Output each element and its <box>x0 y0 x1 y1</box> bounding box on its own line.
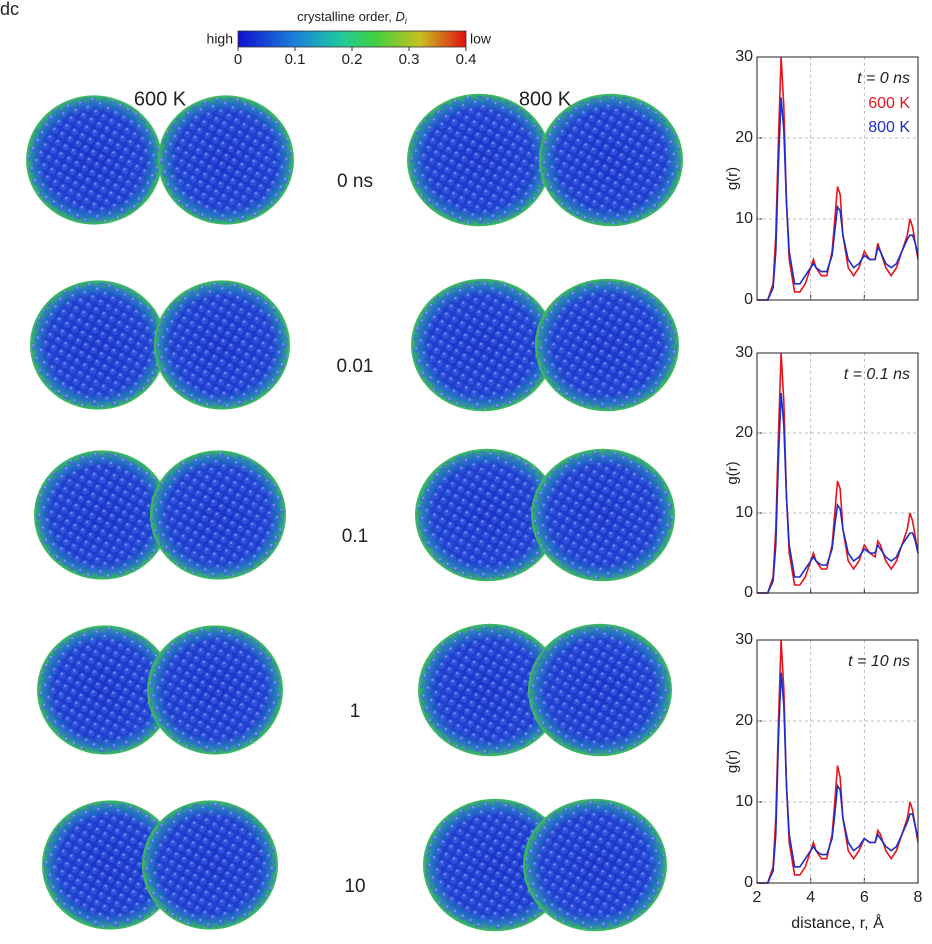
colorbar-tick-label: 0.3 <box>399 51 420 68</box>
time-label: 0 ns <box>337 171 373 192</box>
column-header: 800 K <box>519 88 572 110</box>
colorbar-tick-label: 0.2 <box>342 51 363 68</box>
nanoparticle-texture <box>149 627 281 753</box>
y-tick-label: 10 <box>735 504 753 521</box>
nanoparticle-texture <box>44 802 176 928</box>
time-label: 0.01 <box>337 356 374 377</box>
legend-entry: 800 K <box>868 119 910 136</box>
nanoparticle-pair <box>37 625 283 755</box>
colorbar-low: low <box>470 31 492 47</box>
annotation: t = 0 ns <box>857 70 910 87</box>
y-tick-label: 0 <box>744 291 753 308</box>
nanoparticle-texture <box>28 97 160 223</box>
nanoparticle-pair <box>34 450 286 580</box>
nanoparticle-texture <box>425 800 565 930</box>
nanoparticle-texture <box>533 450 673 580</box>
colorbar <box>237 30 467 48</box>
time-label: 0.1 <box>342 526 368 547</box>
colorbar-title: crystalline order, Di <box>297 9 408 26</box>
nanoparticle-pair <box>407 93 683 227</box>
y-tick-label: 0 <box>744 584 753 601</box>
series-line <box>757 672 919 884</box>
nanoparticle-texture <box>417 450 557 580</box>
nanoparticle-texture <box>413 280 553 410</box>
nanoparticle-texture <box>152 452 284 578</box>
y-tick-label: 30 <box>735 631 753 648</box>
nanoparticle-texture <box>144 802 276 928</box>
panel-label: dc <box>0 0 19 19</box>
nanoparticle-texture <box>160 97 292 223</box>
nanoparticle-texture <box>420 625 560 755</box>
nanoparticle-texture <box>541 95 681 225</box>
x-tick-label: 6 <box>860 889 869 906</box>
nanoparticle-pair <box>30 280 290 410</box>
y-tick-label: 20 <box>735 424 753 441</box>
y-axis-label: g(r) <box>724 167 741 190</box>
nanoparticle-pair <box>415 448 675 582</box>
series-line <box>757 56 919 301</box>
series-line <box>757 392 919 594</box>
nanoparticle-pair <box>42 800 278 930</box>
y-tick-label: 20 <box>735 129 753 146</box>
colorbar-tick-label: 0.1 <box>285 51 306 68</box>
nanoparticle-texture <box>409 95 549 225</box>
annotation: t = 0.1 ns <box>844 366 910 383</box>
y-tick-label: 30 <box>735 344 753 361</box>
colorbar-tick-label: 0.4 <box>456 51 477 68</box>
nanoparticle-texture <box>36 452 168 578</box>
column-header: 600 K <box>134 88 187 110</box>
annotation: t = 10 ns <box>848 653 910 670</box>
y-axis-label: g(r) <box>724 750 741 773</box>
plot-frame <box>756 352 919 594</box>
nanoparticle-texture <box>156 282 288 408</box>
nanoparticle-texture <box>530 625 670 755</box>
plot-frame <box>756 56 919 301</box>
colorbar-tick-label: 0 <box>234 51 242 68</box>
plot-frame <box>756 639 919 884</box>
y-tick-label: 10 <box>735 210 753 227</box>
y-tick-label: 20 <box>735 712 753 729</box>
x-tick-label: 4 <box>806 889 815 906</box>
y-tick-label: 30 <box>735 48 753 65</box>
x-tick-label: 2 <box>753 889 762 906</box>
time-label: 1 <box>350 701 361 722</box>
colorbar-high: high <box>207 31 233 47</box>
series-line <box>757 97 919 301</box>
nanoparticle-pair <box>411 278 679 412</box>
nanoparticle-texture <box>39 627 171 753</box>
nanoparticle-texture <box>525 800 665 930</box>
x-tick-label: 8 <box>914 889 923 906</box>
time-label: 10 <box>344 876 365 897</box>
y-axis-label: g(r) <box>724 461 741 484</box>
nanoparticle-texture <box>32 282 164 408</box>
nanoparticle-pair <box>418 623 672 757</box>
snapshots <box>26 93 683 932</box>
y-tick-label: 10 <box>735 793 753 810</box>
legend-entry: 600 K <box>868 95 910 112</box>
nanoparticle-pair <box>26 95 294 225</box>
y-tick-label: 0 <box>744 874 753 891</box>
series-line <box>757 352 919 594</box>
x-axis-label: distance, r, Å <box>791 913 884 932</box>
nanoparticle-texture <box>537 280 677 410</box>
nanoparticle-pair <box>423 798 667 932</box>
